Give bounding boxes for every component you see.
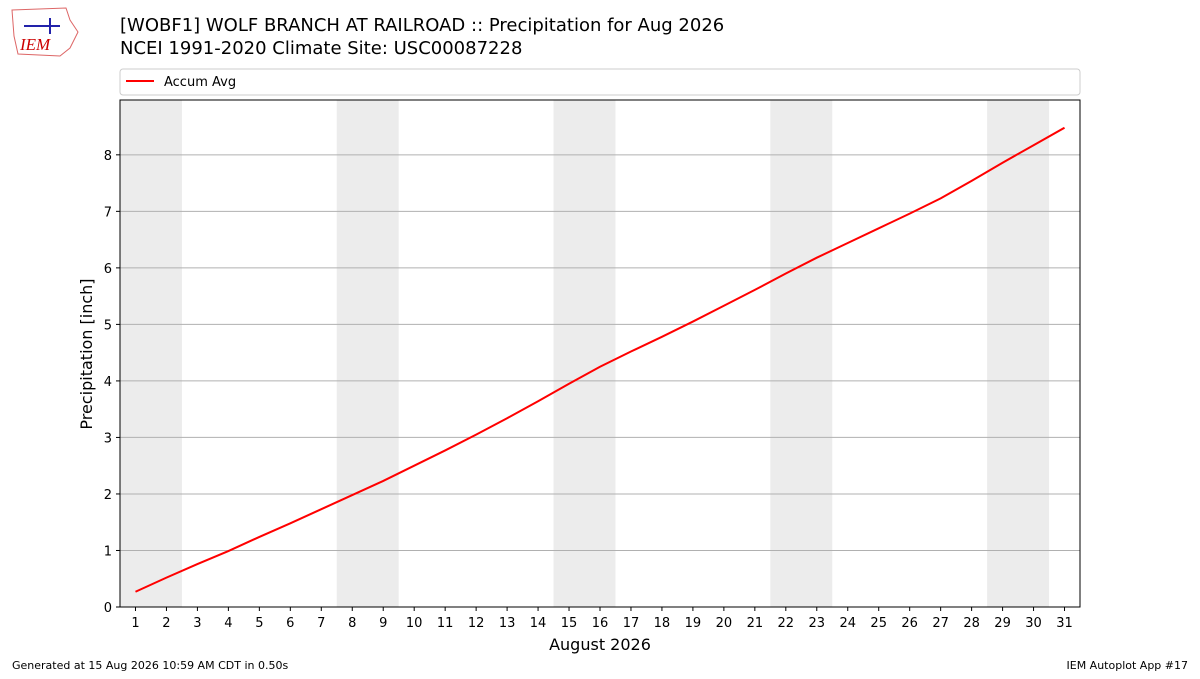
y-tick-label: 3 — [104, 431, 112, 446]
y-tick-label: 0 — [104, 601, 112, 616]
legend-box — [119, 68, 1081, 96]
x-tick-label: 1 — [131, 616, 139, 631]
x-tick-label: 14 — [530, 616, 547, 631]
x-tick-label: 23 — [809, 616, 826, 631]
logo-text: IEM — [19, 35, 51, 54]
x-tick-label: 31 — [1056, 616, 1073, 631]
x-tick-label: 18 — [654, 616, 671, 631]
x-tick-label: 9 — [379, 616, 387, 631]
chart-subtitle: NCEI 1991-2020 Climate Site: USC00087228 — [120, 38, 522, 59]
plot-frame — [119, 99, 1081, 608]
weekend-shade — [120, 100, 182, 607]
x-tick-label: 30 — [1025, 616, 1042, 631]
x-tick-label: 19 — [685, 616, 702, 631]
x-tick-label: 25 — [870, 616, 887, 631]
x-tick-label: 10 — [406, 616, 423, 631]
x-tick-label: 26 — [901, 616, 918, 631]
logo: IEM — [11, 7, 79, 57]
x-tick-label: 8 — [348, 616, 356, 631]
x-tick-label: 4 — [224, 616, 232, 631]
y-tick-label: 2 — [104, 488, 112, 503]
x-tick-label: 15 — [561, 616, 578, 631]
x-tick-label: 27 — [932, 616, 949, 631]
logo-outline — [11, 7, 79, 57]
weekend-shade — [336, 100, 399, 607]
series-line — [135, 126, 1066, 593]
x-tick-label: 3 — [193, 616, 201, 631]
y-tick-label: 7 — [104, 205, 112, 220]
weekend-shade — [987, 100, 1050, 607]
y-tick-label: 4 — [104, 375, 112, 390]
footer-left: Generated at 15 Aug 2026 10:59 AM CDT in… — [12, 659, 288, 672]
x-tick-label: 28 — [963, 616, 980, 631]
x-axis-label: August 2026 — [549, 635, 651, 654]
x-tick-label: 24 — [839, 616, 856, 631]
x-tick-label: 21 — [747, 616, 764, 631]
x-tick-label: 5 — [255, 616, 263, 631]
y-axis-label: Precipitation [inch] — [77, 278, 96, 429]
x-tick-label: 12 — [468, 616, 485, 631]
footer-right: IEM Autoplot App #17 — [1067, 659, 1189, 672]
x-tick-label: 2 — [162, 616, 170, 631]
x-tick-label: 16 — [592, 616, 609, 631]
x-tick-label: 13 — [499, 616, 516, 631]
x-tick-label: 22 — [778, 616, 795, 631]
x-tick-label: 17 — [623, 616, 640, 631]
x-tick-label: 20 — [716, 616, 733, 631]
y-tick-label: 8 — [104, 149, 112, 164]
x-tick-label: 7 — [317, 616, 325, 631]
x-tick-label: 11 — [437, 616, 454, 631]
y-tick-label: 1 — [104, 544, 112, 559]
chart-title: [WOBF1] WOLF BRANCH AT RAILROAD :: Preci… — [120, 15, 724, 36]
weekend-shade — [770, 100, 833, 607]
y-tick-label: 6 — [104, 262, 112, 277]
weekend-shade — [553, 100, 616, 607]
x-tick-label: 29 — [994, 616, 1011, 631]
x-tick-label: 6 — [286, 616, 294, 631]
y-tick-label: 5 — [104, 318, 112, 333]
legend-label: Accum Avg — [164, 75, 236, 90]
